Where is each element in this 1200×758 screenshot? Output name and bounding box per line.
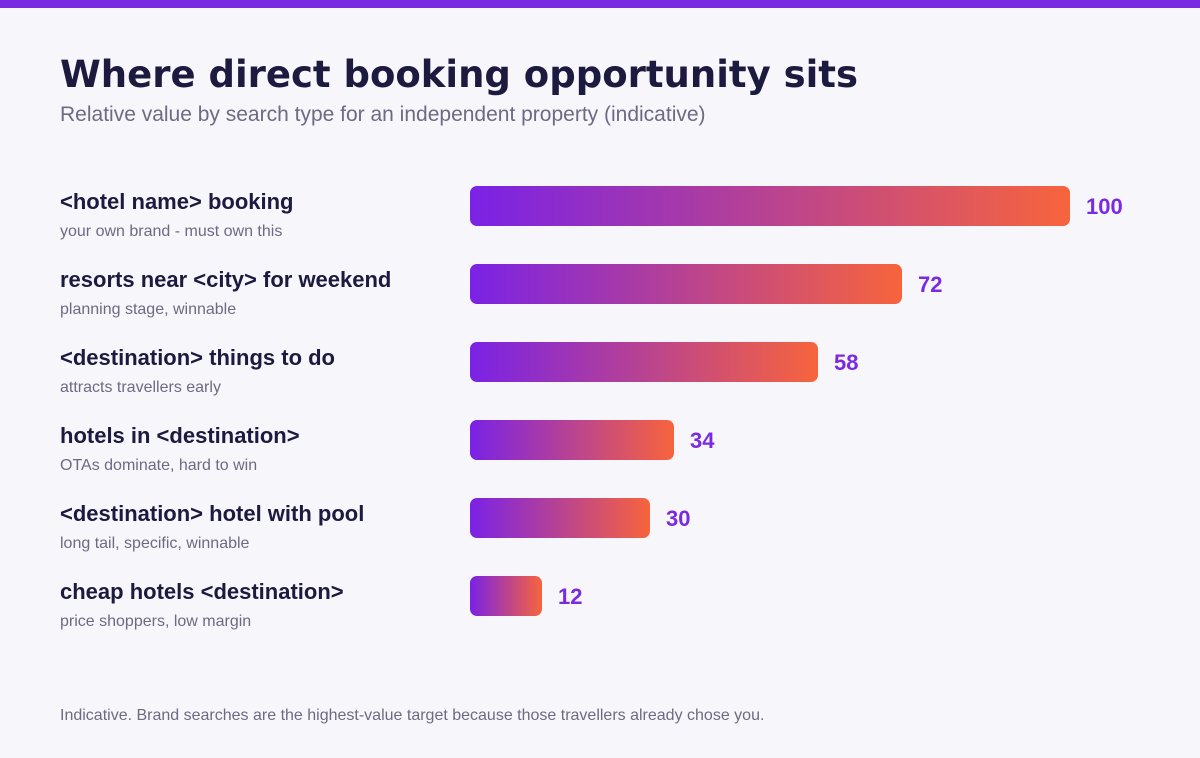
bar [470, 576, 542, 616]
row-label: <hotel name> booking [60, 189, 293, 214]
bar [470, 342, 818, 382]
row-note: long tail, specific, winnable [60, 535, 250, 552]
bar [470, 264, 902, 304]
row-note: price shoppers, low margin [60, 613, 251, 630]
top-accent-bar [0, 0, 1200, 8]
row-label: hotels in <destination> [60, 423, 300, 448]
row-note: planning stage, winnable [60, 301, 236, 318]
bar-value-label: 58 [834, 350, 858, 375]
bar-value-label: 30 [666, 506, 690, 531]
bar-value-label: 72 [918, 272, 942, 297]
chart-subtitle: Relative value by search type for an ind… [60, 103, 706, 126]
row-label: <destination> things to do [60, 345, 335, 370]
bar-value-label: 34 [690, 428, 715, 453]
bar [470, 186, 1070, 226]
bar [470, 498, 650, 538]
footnote: Indicative. Brand searches are the highe… [60, 707, 765, 724]
bar [470, 420, 674, 460]
row-label: resorts near <city> for weekend [60, 267, 391, 292]
bar-value-label: 12 [558, 584, 582, 609]
row-label: <destination> hotel with pool [60, 501, 364, 526]
row-note: your own brand - must own this [60, 223, 282, 240]
row-note: OTAs dominate, hard to win [60, 457, 257, 474]
bar-chart: <hotel name> booking your own brand - mus… [60, 186, 1123, 630]
bar-value-label: 100 [1086, 194, 1123, 219]
row-note: attracts travellers early [60, 379, 221, 396]
row-label: cheap hotels <destination> [60, 579, 344, 604]
chart-title: Where direct booking opportunity sits [60, 53, 859, 96]
